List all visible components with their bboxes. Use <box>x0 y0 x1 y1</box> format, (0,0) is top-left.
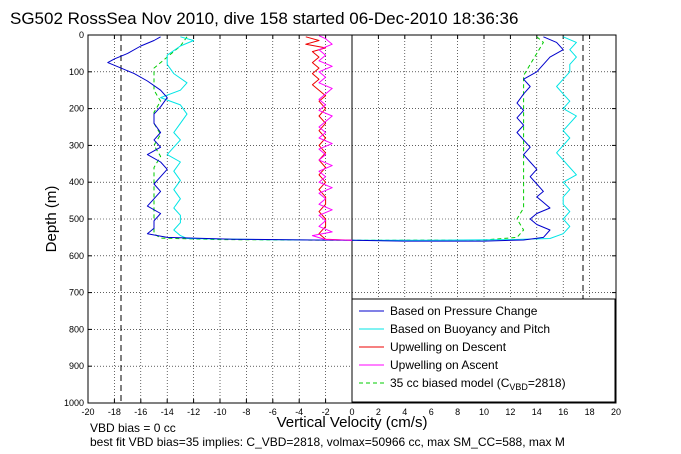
x-tick-label: -20 <box>81 407 94 417</box>
x-tick-label: 10 <box>479 407 489 417</box>
x-tick-label: -10 <box>213 407 226 417</box>
y-tick-label: 400 <box>69 177 84 187</box>
legend-label-buoyancy: Based on Buoyancy and Pitch <box>390 322 550 336</box>
x-tick-label: -8 <box>242 407 250 417</box>
legend-label-pressure: Based on Pressure Change <box>390 304 538 318</box>
legend-label-ascent: Upwelling on Ascent <box>390 358 499 372</box>
x-tick-label: -6 <box>269 407 277 417</box>
x-tick-label: -2 <box>322 407 330 417</box>
x-tick-label: 4 <box>402 407 407 417</box>
y-tick-label: 800 <box>69 324 84 334</box>
series-pressure-change <box>107 36 564 242</box>
y-tick-label: 300 <box>69 140 84 150</box>
data-series <box>107 35 577 242</box>
vbd-bias-note: VBD bias = 0 cc <box>90 421 176 435</box>
y-tick-label: 100 <box>69 67 84 77</box>
legend-label-model-main: 35 cc biased model (C <box>390 376 510 390</box>
legend-label-model: 35 cc biased model (CVBD=2818) <box>390 376 566 392</box>
x-axis-label: Vertical Velocity (cm/s) <box>277 414 428 431</box>
x-tick-label: -18 <box>108 407 121 417</box>
x-tick-label: 20 <box>611 407 621 417</box>
y-tick-label: 500 <box>69 214 84 224</box>
series-upwelling-ascent <box>311 35 353 241</box>
y-tick-label: 900 <box>69 361 84 371</box>
legend: Based on Pressure Change Based on Buoyan… <box>351 298 616 403</box>
x-tick-label: -14 <box>161 407 174 417</box>
x-tick-label: -16 <box>134 407 147 417</box>
series-upwelling-descent <box>305 36 353 241</box>
y-tick-label: 200 <box>69 104 84 114</box>
y-tick-label: 700 <box>69 288 84 298</box>
y-tick-label: 600 <box>69 251 84 261</box>
x-tick-label: 8 <box>455 407 460 417</box>
x-tick-label: 2 <box>376 407 381 417</box>
legend-label-model-end: =2818) <box>528 376 566 390</box>
legend-label-descent: Upwelling on Descent <box>390 340 507 354</box>
best-fit-note: best fit VBD bias=35 implies: C_VBD=2818… <box>90 435 565 449</box>
legend-label-model-sub: VBD <box>509 382 528 392</box>
x-tick-label: -4 <box>295 407 303 417</box>
x-tick-label: 14 <box>532 407 542 417</box>
x-tick-label: 0 <box>349 407 354 417</box>
y-tick-label: 1000 <box>64 398 84 408</box>
y-tick-labels: 0 100 200 300 400 500 600 700 800 900 1000 <box>64 30 84 408</box>
series-buoyancy-pitch <box>160 36 577 241</box>
legend-box <box>351 298 616 403</box>
series-biased-model <box>153 36 544 241</box>
x-tick-label: 16 <box>558 407 568 417</box>
chart-title: SG502 RossSea Nov 2010, dive 158 started… <box>10 9 518 28</box>
y-tick-label: 0 <box>79 30 84 40</box>
x-tick-label: -12 <box>187 407 200 417</box>
x-tick-label: 18 <box>585 407 595 417</box>
x-tick-label: 6 <box>429 407 434 417</box>
plot-frame <box>87 34 617 404</box>
y-axis-label: Depth (m) <box>43 186 60 253</box>
x-tick-label: 12 <box>505 407 515 417</box>
x-tick-labels: -20 -18 -16 -14 -12 -10 -8 -6 -4 -2 0 2 4 6 8 10 12 14 16 1… <box>81 407 621 417</box>
